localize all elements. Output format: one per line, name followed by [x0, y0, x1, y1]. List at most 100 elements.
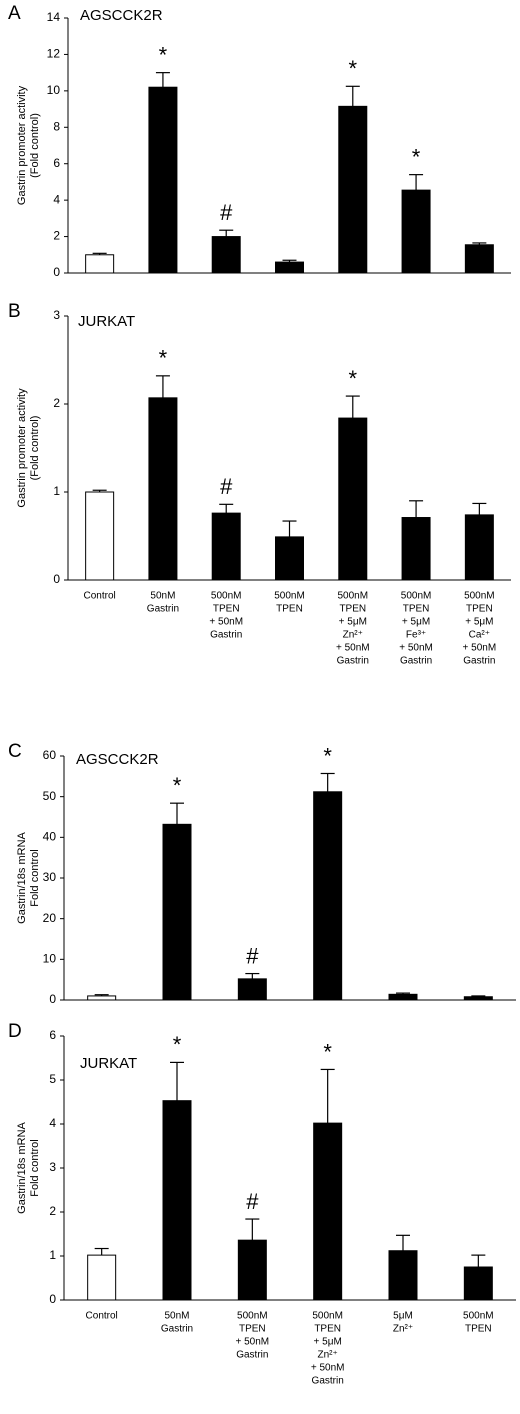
bar	[211, 512, 241, 581]
bar	[237, 1239, 267, 1301]
x-tick-label: 500nM	[463, 1311, 494, 1322]
annotation: #	[246, 1189, 259, 1214]
x-tick-label: Zn²⁺	[393, 1324, 413, 1335]
bar	[237, 978, 267, 1001]
y-tick-label: 20	[43, 911, 57, 925]
panel-letter: B	[8, 301, 21, 322]
bar	[388, 1250, 418, 1301]
x-tick-label: + 50nM	[336, 643, 370, 654]
annotation: *	[323, 743, 332, 768]
panel-letter: C	[8, 741, 22, 762]
bar	[338, 417, 368, 581]
bar	[275, 536, 304, 581]
y-tick-label: 0	[49, 992, 56, 1006]
bar	[148, 86, 178, 274]
x-tick-label: Gastrin	[236, 1350, 268, 1361]
annotation: #	[220, 200, 233, 225]
y-tick-label: 10	[47, 83, 61, 97]
y-tick-label: 3	[53, 308, 60, 322]
x-tick-label: Gastrin	[312, 1376, 344, 1387]
x-tick-label: Ca²⁺	[469, 630, 490, 641]
x-tick-label: 5μM	[393, 1311, 413, 1322]
y-axis-label: Gastrin/18s mRNA	[16, 1121, 28, 1213]
annotation: *	[159, 346, 168, 371]
x-tick-label: + 5μM	[339, 617, 367, 628]
y-tick-label: 50	[43, 789, 57, 803]
y-axis-label: Gastrin promoter activity	[16, 388, 28, 508]
y-tick-label: 0	[53, 572, 60, 586]
x-tick-label: + 5μM	[402, 617, 430, 628]
bar	[87, 1254, 117, 1301]
panel-title: AGSCCK2R	[80, 7, 163, 24]
x-tick-label: TPEN	[239, 1324, 266, 1335]
bar	[162, 1100, 192, 1301]
annotation: *	[349, 56, 358, 81]
x-tick-label: TPEN	[314, 1324, 341, 1335]
bar	[463, 996, 493, 1001]
x-tick-label: 500nM	[274, 591, 305, 602]
x-tick-label: Control	[84, 591, 116, 602]
x-tick-label: + 5μM	[465, 617, 493, 628]
panel-title: JURKAT	[80, 1055, 137, 1072]
x-tick-label: + 50nM	[399, 643, 433, 654]
bar	[85, 254, 115, 274]
x-tick-label: 50nM	[150, 591, 175, 602]
x-tick-label: TPEN	[403, 604, 430, 615]
panel-title: JURKAT	[78, 313, 135, 330]
y-tick-label: 6	[49, 1028, 56, 1042]
bar	[313, 1122, 343, 1301]
bar	[338, 105, 368, 274]
bar	[148, 397, 178, 581]
bar	[87, 995, 117, 1001]
panel-title: AGSCCK2R	[76, 751, 159, 768]
y-tick-label: 1	[53, 484, 60, 498]
x-tick-label: Gastrin	[400, 656, 432, 667]
bar	[388, 993, 418, 1001]
x-tick-label: + 5μM	[314, 1337, 342, 1348]
x-tick-label: Zn²⁺	[343, 630, 363, 641]
bar	[275, 261, 304, 274]
y-tick-label: 40	[43, 830, 57, 844]
x-tick-label: TPEN	[465, 1324, 492, 1335]
annotation: #	[220, 474, 233, 499]
y-tick-label: 2	[53, 396, 60, 410]
annotation: *	[173, 1032, 182, 1057]
x-tick-label: 500nM	[211, 591, 242, 602]
panel-letter: D	[8, 1021, 22, 1042]
x-tick-label: TPEN	[213, 604, 240, 615]
x-tick-label: Zn²⁺	[318, 1350, 338, 1361]
x-tick-label: 50nM	[164, 1311, 189, 1322]
x-tick-label: + 50nM	[236, 1337, 270, 1348]
y-tick-label: 4	[53, 192, 60, 206]
annotation: *	[412, 144, 421, 169]
y-tick-label: 6	[53, 156, 60, 170]
bar	[211, 236, 241, 274]
annotation: *	[159, 42, 168, 67]
y-tick-label: 8	[53, 119, 60, 133]
y-tick-label: 0	[53, 265, 60, 279]
x-tick-label: + 50nM	[463, 643, 497, 654]
bar	[313, 791, 343, 1001]
x-tick-label: + 50nM	[311, 1363, 345, 1374]
annotation: #	[246, 943, 259, 968]
y-axis-label: Gastrin promoter activity	[16, 85, 28, 205]
bar	[162, 823, 192, 1001]
x-tick-label: + 50nM	[209, 617, 243, 628]
annotation: *	[323, 1039, 332, 1064]
y-axis-label: Fold control	[29, 849, 41, 906]
x-tick-label: Gastrin	[147, 604, 179, 615]
y-tick-label: 10	[43, 952, 57, 966]
x-tick-label: Control	[86, 1311, 118, 1322]
y-tick-label: 0	[49, 1292, 56, 1306]
bar	[85, 491, 115, 581]
x-tick-label: TPEN	[339, 604, 366, 615]
x-tick-label: Gastrin	[337, 656, 369, 667]
y-tick-label: 5	[49, 1072, 56, 1086]
y-tick-label: 4	[49, 1116, 56, 1130]
y-axis-label: Gastrin/18s mRNA	[16, 831, 28, 923]
y-tick-label: 60	[43, 748, 57, 762]
y-tick-label: 12	[47, 47, 61, 61]
y-tick-label: 3	[49, 1160, 56, 1174]
y-tick-label: 14	[47, 10, 61, 24]
